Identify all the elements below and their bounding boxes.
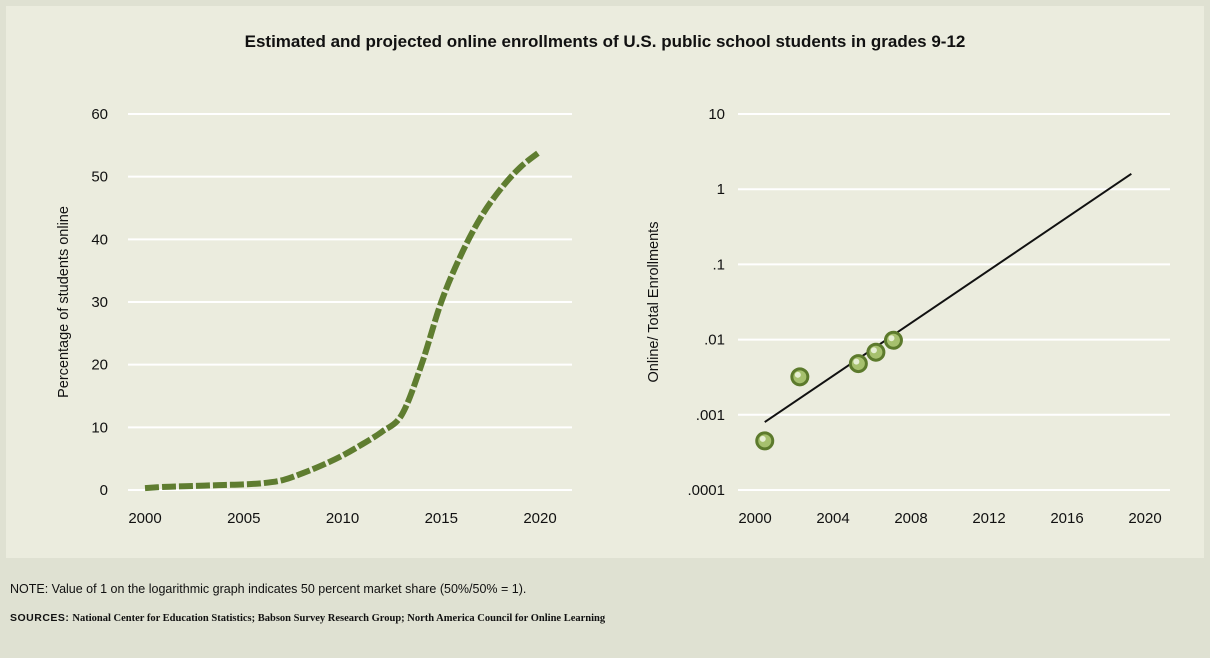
- right-x-tick-label: 2004: [816, 510, 849, 527]
- right-x-tick-label: 2020: [1128, 510, 1161, 527]
- right-y-tick-label: 1: [717, 181, 725, 198]
- sources-label: SOURCES:: [10, 612, 70, 624]
- chart-title: Estimated and projected online enrollmen…: [244, 32, 966, 51]
- right-y-tick-label: .001: [696, 407, 725, 424]
- charts-canvas: 0 10 20 30 40 50 60 2000 2005 2010 2015 2020 Percent…: [56, 106, 1170, 527]
- left-y-tick-label: 10: [91, 419, 108, 436]
- right-data-point-highlight: [888, 335, 895, 342]
- sources-line: SOURCES: National Center for Education S…: [10, 612, 605, 624]
- right-data-point-highlight: [759, 435, 766, 442]
- right-x-tick-label: 2012: [972, 510, 1005, 527]
- note-text: NOTE: Value of 1 on the logarithmic grap…: [10, 582, 527, 596]
- right-y-tick-label: 10: [708, 106, 725, 123]
- right-trend-line: [764, 173, 1132, 423]
- right-x-tick-label: 2000: [738, 510, 771, 527]
- left-y-tick-label: 40: [91, 231, 108, 248]
- left-x-tick-label: 2000: [128, 510, 161, 527]
- left-x-tick-label: 2020: [523, 510, 556, 527]
- right-y-tick-label: .0001: [687, 482, 725, 499]
- left-x-tick-label: 2015: [425, 510, 458, 527]
- left-x-tick-label: 2010: [326, 510, 359, 527]
- right-data-point-highlight: [853, 358, 860, 365]
- right-data-point-highlight: [870, 347, 877, 354]
- left-y-tick-label: 50: [91, 169, 108, 186]
- left-series-line: [144, 149, 542, 492]
- right-y-tick-label: .01: [704, 332, 725, 349]
- right-data-point-highlight: [794, 371, 801, 378]
- left-y-axis-label: Percentage of students online: [56, 206, 72, 398]
- left-x-tick-label: 2005: [227, 510, 260, 527]
- left-y-tick-label: 30: [91, 294, 108, 311]
- left-y-tick-label: 0: [100, 482, 108, 499]
- left-y-tick-label: 20: [91, 357, 108, 374]
- sources-text: National Center for Education Statistics…: [72, 613, 606, 624]
- right-x-tick-label: 2008: [894, 510, 927, 527]
- left-y-tick-label: 60: [91, 106, 108, 123]
- right-y-tick-label: .1: [712, 256, 725, 273]
- chart-panel: Estimated and projected online enrollmen…: [6, 6, 1204, 558]
- right-y-axis-label: Online/ Total Enrollments: [646, 222, 662, 383]
- right-x-tick-label: 2016: [1050, 510, 1083, 527]
